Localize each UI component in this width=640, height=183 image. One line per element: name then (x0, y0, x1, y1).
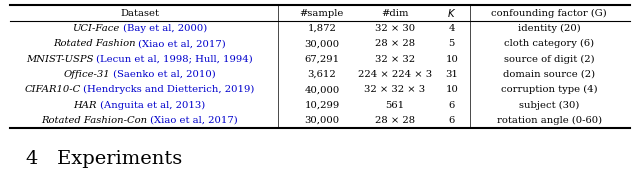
Text: 1,872: 1,872 (307, 24, 337, 33)
Text: 10: 10 (445, 85, 458, 94)
Text: 4: 4 (449, 24, 455, 33)
Text: 67,291: 67,291 (305, 55, 339, 64)
Text: (Lecun et al, 1998; Hull, 1994): (Lecun et al, 1998; Hull, 1994) (93, 55, 253, 64)
Text: 561: 561 (385, 101, 404, 110)
Text: 224 × 224 × 3: 224 × 224 × 3 (358, 70, 432, 79)
Text: HAR: HAR (74, 101, 97, 110)
Text: corruption type (4): corruption type (4) (501, 85, 597, 94)
Text: 28 × 28: 28 × 28 (375, 116, 415, 125)
Text: Rotated Fashion-Con: Rotated Fashion-Con (41, 116, 147, 125)
Text: 4   Experiments: 4 Experiments (26, 150, 182, 168)
Text: domain source (2): domain source (2) (503, 70, 595, 79)
Text: subject (30): subject (30) (519, 100, 579, 110)
Text: 31: 31 (445, 70, 458, 79)
Text: source of digit (2): source of digit (2) (504, 55, 595, 64)
Text: MNIST-USPS: MNIST-USPS (26, 55, 93, 64)
Text: 6: 6 (449, 116, 455, 125)
Text: cloth category (6): cloth category (6) (504, 39, 594, 48)
Text: (Bay et al, 2000): (Bay et al, 2000) (120, 24, 207, 33)
Text: 32 × 32 × 3: 32 × 32 × 3 (364, 85, 426, 94)
Text: (Xiao et al, 2017): (Xiao et al, 2017) (136, 39, 226, 48)
Text: rotation angle (0-60): rotation angle (0-60) (497, 116, 602, 125)
Text: 3,612: 3,612 (308, 70, 336, 79)
Text: 32 × 30: 32 × 30 (375, 24, 415, 33)
Text: (Hendrycks and Dietterich, 2019): (Hendrycks and Dietterich, 2019) (81, 85, 255, 94)
Text: 30,000: 30,000 (305, 116, 339, 125)
Text: 30,000: 30,000 (305, 39, 339, 48)
Text: (Anguita et al, 2013): (Anguita et al, 2013) (97, 100, 205, 110)
Text: 32 × 32: 32 × 32 (375, 55, 415, 64)
Text: Dataset: Dataset (120, 9, 159, 18)
Text: (Xiao et al, 2017): (Xiao et al, 2017) (147, 116, 238, 125)
Text: 40,000: 40,000 (304, 85, 340, 94)
Text: Rotated Fashion: Rotated Fashion (53, 39, 136, 48)
Text: 5: 5 (449, 39, 455, 48)
Text: 28 × 28: 28 × 28 (375, 39, 415, 48)
Text: identity (20): identity (20) (518, 24, 580, 33)
Text: 10: 10 (445, 55, 458, 64)
Text: CIFAR10-C: CIFAR10-C (24, 85, 81, 94)
Text: #dim: #dim (381, 9, 408, 18)
Text: 6: 6 (449, 101, 455, 110)
Text: (Saenko et al, 2010): (Saenko et al, 2010) (110, 70, 216, 79)
Text: Office-31: Office-31 (63, 70, 110, 79)
Text: UCI-Face: UCI-Face (72, 24, 120, 33)
Text: #sample: #sample (300, 9, 344, 18)
Text: $K$: $K$ (447, 7, 456, 19)
Text: confounding factor (G): confounding factor (G) (492, 9, 607, 18)
Text: 10,299: 10,299 (304, 101, 340, 110)
